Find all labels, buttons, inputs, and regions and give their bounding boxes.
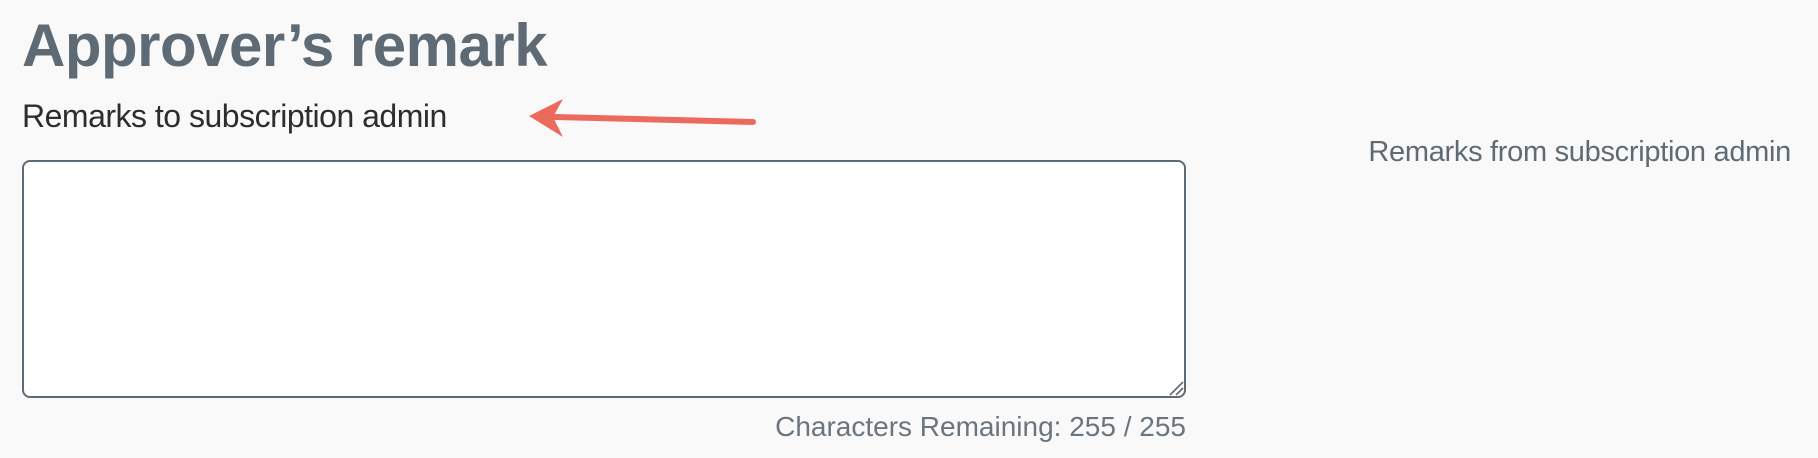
- characters-remaining-counter: Characters Remaining: 255 / 255: [775, 411, 1186, 442]
- remarks-to-admin-label: Remarks to subscription admin: [22, 98, 447, 134]
- resize-handle-icon[interactable]: [1168, 380, 1184, 396]
- remarks-to-admin-textarea[interactable]: [22, 160, 1186, 398]
- section-title: Approver’s remark: [22, 12, 548, 79]
- annotation-arrow-icon: [529, 99, 756, 137]
- remarks-from-admin-label: Remarks from subscription admin: [1368, 136, 1791, 168]
